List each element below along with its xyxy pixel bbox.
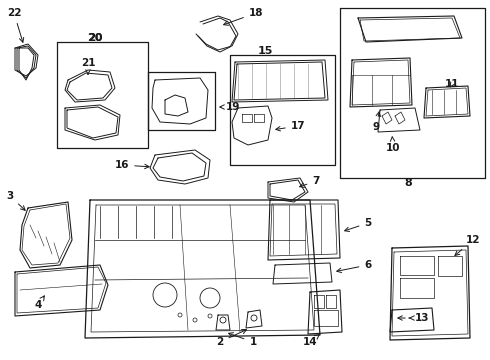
Text: 20: 20 [88,33,102,43]
Text: 11: 11 [445,79,459,89]
Text: 4: 4 [34,296,45,310]
Text: 20: 20 [87,33,103,43]
Text: 21: 21 [81,58,95,74]
Text: 17: 17 [276,121,305,131]
Text: 5: 5 [344,218,371,231]
Text: 7: 7 [300,176,319,187]
Text: 2: 2 [217,329,246,347]
Text: 10: 10 [386,137,400,153]
Text: 3: 3 [6,191,25,210]
Text: 19: 19 [226,102,241,112]
Text: 18: 18 [223,8,263,25]
Text: 6: 6 [337,260,371,273]
Text: 13: 13 [409,313,429,323]
Text: 22: 22 [7,8,24,42]
Text: 12: 12 [455,235,480,256]
Text: 9: 9 [372,112,380,132]
Text: 14: 14 [303,334,320,347]
Text: 8: 8 [404,178,412,188]
Text: 1: 1 [229,333,257,347]
Text: 16: 16 [115,160,149,170]
Text: 15: 15 [257,46,273,56]
